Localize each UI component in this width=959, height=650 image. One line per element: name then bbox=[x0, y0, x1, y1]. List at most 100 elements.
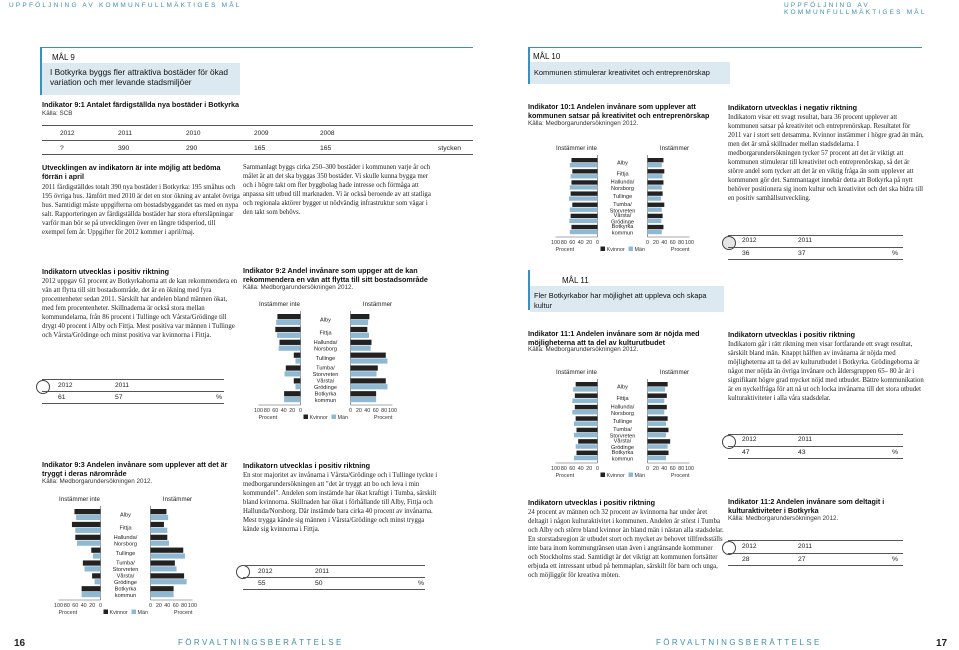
indicator-title: Indikator 9:3 Andelen invånare som upple… bbox=[42, 460, 228, 478]
category-label: Botkyrka bbox=[115, 586, 138, 592]
tick-label: 20 bbox=[89, 603, 95, 609]
category-label: Grödinge bbox=[114, 580, 137, 586]
bar-kvinnor-agree bbox=[647, 439, 671, 444]
tick-label: 100 bbox=[685, 466, 694, 472]
bar-man-agree bbox=[150, 514, 169, 521]
bar-man-agree bbox=[647, 196, 661, 201]
bar-kvinnor-agree bbox=[647, 169, 665, 174]
category-label: Botkyrka bbox=[612, 450, 635, 456]
bar-man-disagree bbox=[569, 162, 598, 168]
legend-label: Män bbox=[635, 473, 646, 479]
category-label: kommun bbox=[612, 231, 633, 237]
category-label: Fittja bbox=[616, 396, 629, 402]
bar-man-agree bbox=[647, 162, 662, 168]
bar-man-disagree bbox=[573, 455, 598, 461]
status-heading: Utvecklingen av indikatorn är inte möjli… bbox=[42, 163, 221, 181]
tick-label: 40 bbox=[281, 408, 287, 414]
indicator-source: Källa: Medborgarundersökningen 2012. bbox=[728, 515, 839, 522]
tick-label: 100 bbox=[685, 240, 694, 246]
category-label: Tullinge bbox=[613, 194, 632, 200]
left-heading: Instämmer inte bbox=[556, 145, 597, 152]
value: 390 bbox=[118, 145, 130, 152]
bar-kvinnor-agree bbox=[350, 339, 372, 345]
bar-kvinnor-agree bbox=[350, 352, 386, 358]
tick-label: 60 bbox=[173, 603, 179, 609]
bar-man-agree bbox=[647, 387, 666, 392]
bar-kvinnor-disagree bbox=[570, 191, 598, 196]
tick-label: 20 bbox=[653, 240, 659, 246]
bar-man-agree bbox=[647, 218, 662, 224]
bar-man-agree bbox=[150, 591, 174, 598]
bar-kvinnor-agree bbox=[647, 416, 668, 421]
year-label: 2011 bbox=[798, 436, 812, 443]
running-header-right: UPPFÖLJNING AV KOMMUNFULLMÄKTIGES MÅL bbox=[784, 2, 927, 16]
divider bbox=[728, 247, 903, 248]
bar-man-disagree bbox=[84, 566, 101, 572]
bar-man-agree bbox=[647, 444, 668, 449]
bar-kvinnor-disagree bbox=[576, 450, 598, 456]
bar-man-disagree bbox=[570, 174, 598, 179]
page-number: 16 bbox=[14, 638, 26, 649]
category-label: kommun bbox=[612, 456, 633, 462]
bar-kvinnor-disagree bbox=[571, 158, 598, 163]
bar-man-agree bbox=[350, 332, 369, 338]
year-label: 2011 bbox=[118, 130, 132, 137]
bar-man-disagree bbox=[569, 185, 598, 190]
goal-label: MÅL 10 bbox=[533, 52, 561, 61]
axis-label: Procent bbox=[259, 415, 278, 421]
bar-man-disagree bbox=[278, 345, 301, 351]
legend-swatch-kvinnor bbox=[600, 472, 605, 477]
bar-man-agree bbox=[350, 319, 369, 326]
tick-label: 80 bbox=[678, 240, 684, 246]
bar-man-agree bbox=[350, 384, 388, 390]
year-label: 2012 bbox=[742, 543, 757, 550]
divider bbox=[42, 154, 473, 155]
year-label: 2012 bbox=[258, 568, 273, 575]
category-label: Alby bbox=[320, 317, 331, 323]
bar-kvinnor-disagree bbox=[293, 378, 301, 384]
bar-man-agree bbox=[150, 579, 187, 585]
indicator-title: Indikator 11:2 Andelen invånare som delt… bbox=[728, 497, 885, 515]
tick-label: 20 bbox=[289, 408, 295, 414]
bar-kvinnor-disagree bbox=[82, 560, 101, 566]
bar-kvinnor-agree bbox=[350, 314, 370, 320]
category-label: Tumba/ bbox=[613, 427, 632, 433]
body-text: 2012 uppgav 61 procent av Botkyrkaborna … bbox=[42, 278, 238, 339]
running-header-left: UPPFÖLJNING AV KOMMUNFULLMÄKTIGES MÅL bbox=[9, 2, 242, 9]
tick-label: 80 bbox=[64, 603, 70, 609]
trend-circle bbox=[722, 236, 736, 250]
tick-label: 20 bbox=[356, 408, 362, 414]
value: 55 bbox=[258, 580, 266, 587]
category-label: Botkyrka bbox=[612, 224, 635, 230]
bar-man-agree bbox=[350, 371, 377, 377]
goal-label: MÅL 9 bbox=[52, 53, 75, 62]
bar-kvinnor-disagree bbox=[572, 169, 598, 174]
running-footer-right: FÖRVALTNINGSBERÄTTELSE bbox=[656, 638, 822, 647]
tick-label: 60 bbox=[670, 466, 676, 472]
category-label: Tullinge bbox=[613, 419, 632, 425]
tick-label: 20 bbox=[586, 466, 592, 472]
value: 28 bbox=[742, 556, 750, 563]
legend-swatch-man bbox=[131, 609, 136, 614]
goal-box bbox=[530, 62, 730, 84]
bar-kvinnor-disagree bbox=[92, 573, 101, 579]
axis-label: Procent bbox=[59, 610, 78, 616]
unit: % bbox=[892, 556, 899, 563]
tick-label: 100 bbox=[188, 603, 197, 609]
trend-circle bbox=[722, 435, 736, 449]
tick-label: 60 bbox=[272, 408, 278, 414]
category-label: Vårsta/ bbox=[317, 378, 335, 385]
tick-label: 80 bbox=[381, 408, 387, 414]
category-label: Botkyrka bbox=[315, 391, 338, 397]
year-label: 2010 bbox=[186, 130, 201, 137]
category-label: Fittja bbox=[119, 525, 132, 531]
bar-man-disagree bbox=[76, 540, 101, 546]
category-label: Hallunda/ bbox=[314, 340, 338, 346]
right-heading: Instämmer bbox=[363, 301, 392, 308]
goal-box bbox=[42, 63, 240, 95]
bar-kvinnor-agree bbox=[647, 224, 664, 230]
value: 43 bbox=[798, 449, 806, 456]
divider bbox=[728, 446, 903, 447]
bar-kvinnor-agree bbox=[150, 586, 174, 592]
category-label: Vårsta/ bbox=[614, 438, 632, 445]
